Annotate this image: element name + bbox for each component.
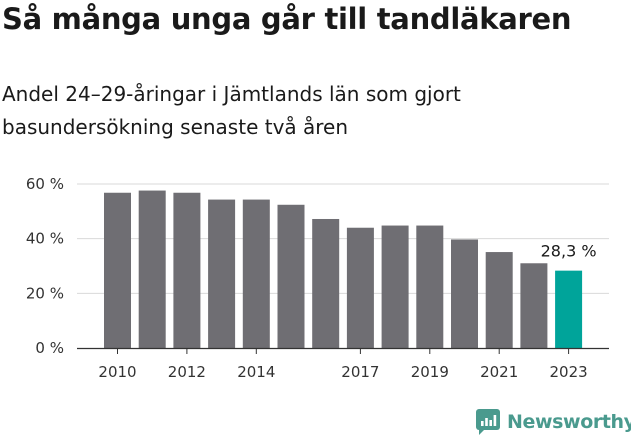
data-label: 28,3 % xyxy=(541,242,597,261)
x-tick-label: 2014 xyxy=(237,363,275,381)
bar xyxy=(416,225,444,348)
brand-name: Newsworthy xyxy=(507,411,631,433)
y-tick-label: 20 % xyxy=(26,284,64,302)
axes: 0 % 20 % 40 % 60 % 2010 2012 2014 2017 2019 2021 2… xyxy=(26,175,609,381)
bar xyxy=(277,204,305,348)
y-tick-label: 40 % xyxy=(26,230,64,248)
bar xyxy=(242,199,270,348)
bar xyxy=(485,252,513,348)
bar xyxy=(451,239,478,348)
bar xyxy=(381,225,409,348)
bar xyxy=(173,192,201,348)
chart-title: Så många unga går till tandläkaren xyxy=(2,2,572,36)
bar xyxy=(520,263,548,348)
x-tick-label: 2021 xyxy=(480,363,518,381)
bar xyxy=(104,192,131,348)
bar xyxy=(138,190,166,348)
chart-subtitle: Andel 24–29-åringar i Jämtlands län som … xyxy=(2,82,461,139)
y-tick-label: 0 % xyxy=(35,339,64,357)
bar xyxy=(555,270,583,348)
x-tick-label: 2010 xyxy=(98,363,136,381)
x-tick-label: 2019 xyxy=(411,363,449,381)
x-tick-label: 2012 xyxy=(168,363,206,381)
chart-speech-bubble-icon xyxy=(476,409,500,435)
x-tick-label: 2023 xyxy=(550,363,588,381)
bars xyxy=(104,190,583,348)
x-tick-label: 2017 xyxy=(341,363,379,381)
bar xyxy=(346,227,374,348)
y-tick-label: 60 % xyxy=(26,175,64,193)
bar xyxy=(312,218,340,348)
bar xyxy=(208,199,236,348)
brand-logo: Newsworthy xyxy=(476,407,631,437)
